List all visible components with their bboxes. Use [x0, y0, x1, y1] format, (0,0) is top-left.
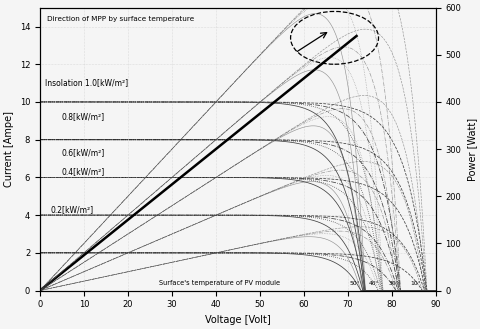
- Text: Insolation 1.0[kW/m²]: Insolation 1.0[kW/m²]: [45, 79, 128, 88]
- Text: 40°: 40°: [368, 281, 379, 286]
- Text: 10°: 10°: [410, 281, 420, 286]
- Text: 30°: 30°: [388, 281, 398, 286]
- Text: 0.2[kW/m²]: 0.2[kW/m²]: [51, 205, 94, 214]
- Text: 0.6[kW/m²]: 0.6[kW/m²]: [62, 148, 105, 157]
- Y-axis label: Power [Watt]: Power [Watt]: [466, 117, 476, 181]
- Text: 50°: 50°: [348, 281, 359, 286]
- Y-axis label: Current [Ampe]: Current [Ampe]: [4, 111, 14, 187]
- X-axis label: Voltage [Volt]: Voltage [Volt]: [204, 315, 270, 325]
- Text: 0.8[kW/m²]: 0.8[kW/m²]: [62, 113, 105, 121]
- Text: 0.4[kW/m²]: 0.4[kW/m²]: [62, 167, 105, 176]
- Text: Surface's temperature of PV module: Surface's temperature of PV module: [158, 280, 279, 286]
- Text: Direction of MPP by surface temperature: Direction of MPP by surface temperature: [47, 16, 193, 22]
